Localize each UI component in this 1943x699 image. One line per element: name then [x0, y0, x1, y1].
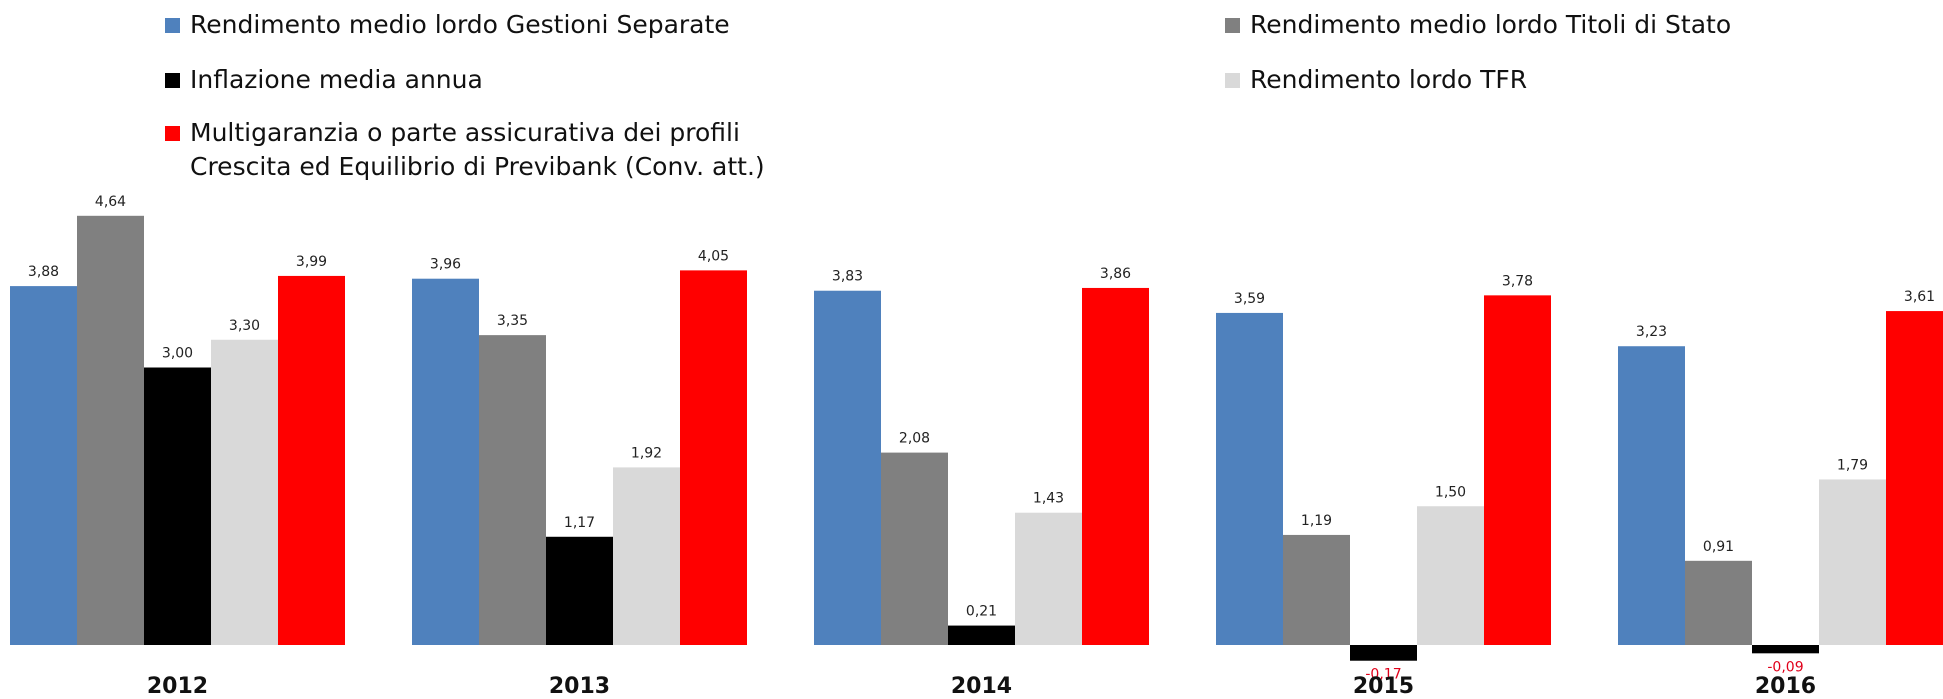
legend-swatch: [1225, 18, 1240, 33]
data-label-2014-series-0: 3,83: [832, 269, 863, 285]
chart-legend: Rendimento medio lordo Gestioni Separate…: [0, 0, 1943, 181]
data-label-2016-series-1: 0,91: [1703, 539, 1734, 555]
data-label-2014-series-3: 1,43: [1033, 491, 1064, 507]
legend-item-titoli-di-stato: Rendimento medio lordo Titoli di Stato: [1225, 8, 1731, 42]
legend-item-multigaranzia: Multigaranzia o parte assicurativa dei p…: [165, 116, 765, 184]
legend-label: Rendimento lordo TFR: [1250, 65, 1528, 94]
bar-2012-series-3: [211, 339, 278, 645]
bar-2015-series-3: [1417, 506, 1484, 645]
bar-2016-series-2: [1752, 645, 1819, 654]
bar-2013-series-1: [479, 335, 546, 645]
category-label-2012: 2012: [147, 674, 208, 699]
data-label-2016-series-3: 1,79: [1837, 457, 1868, 473]
legend-item-inflazione: Inflazione media annua: [165, 63, 483, 97]
data-label-2015-series-1: 1,19: [1301, 513, 1332, 529]
bar-2015-series-1: [1283, 534, 1350, 645]
data-label-2015-series-2: -0,17: [1365, 667, 1401, 683]
data-label-2012-series-4: 3,99: [296, 254, 327, 270]
data-label-2012-series-1: 4,64: [95, 194, 126, 210]
data-label-2013-series-2: 1,17: [564, 515, 595, 531]
bar-2015-series-0: [1216, 312, 1283, 645]
data-label-2013-series-3: 1,92: [631, 445, 662, 461]
legend-item-tfr: Rendimento lordo TFR: [1225, 63, 1527, 97]
legend-swatch: [165, 73, 180, 88]
legend-swatch: [165, 126, 180, 141]
bar-2016-series-0: [1618, 346, 1685, 645]
bar-2013-series-0: [412, 278, 479, 645]
legend-label: Rendimento medio lordo Titoli di Stato: [1250, 10, 1732, 39]
data-label-2016-series-4: 3,61: [1904, 289, 1935, 305]
bar-2014-series-2: [948, 625, 1015, 645]
data-label-2013-series-4: 4,05: [698, 248, 729, 264]
data-label-2013-series-1: 3,35: [497, 313, 528, 329]
data-label-2014-series-4: 3,86: [1100, 266, 1131, 282]
bar-2012-series-1: [77, 215, 144, 646]
category-label-2016: 2016: [1755, 674, 1816, 699]
data-label-2015-series-0: 3,59: [1234, 291, 1265, 307]
data-label-2016-series-0: 3,23: [1636, 324, 1667, 340]
legend-item-gestioni-separate: Rendimento medio lordo Gestioni Separate: [165, 8, 730, 42]
data-label-2016-series-2: -0,09: [1767, 659, 1803, 675]
bar-2016-series-4: [1886, 311, 1943, 645]
bar-2015-series-4: [1484, 295, 1551, 645]
data-label-2014-series-1: 2,08: [899, 431, 930, 447]
bar-2014-series-1: [881, 452, 948, 645]
bar-2014-series-3: [1015, 512, 1082, 645]
data-label-2012-series-3: 3,30: [229, 318, 260, 334]
bar-2015-series-2: [1350, 645, 1417, 661]
data-label-2013-series-0: 3,96: [430, 257, 461, 273]
legend-label: Multigaranzia o parte assicurativa dei p…: [190, 118, 765, 181]
bar-2016-series-3: [1819, 479, 1886, 645]
legend-label: Inflazione media annua: [190, 65, 483, 94]
bar-2013-series-2: [546, 536, 613, 645]
category-label-2014: 2014: [951, 674, 1012, 699]
bar-2016-series-1: [1685, 560, 1752, 645]
bar-2012-series-4: [278, 275, 345, 645]
bar-2013-series-4: [680, 270, 747, 645]
legend-swatch: [1225, 73, 1240, 88]
bar-2014-series-4: [1082, 287, 1149, 645]
bar-2013-series-3: [613, 467, 680, 645]
bar-2012-series-0: [10, 286, 77, 645]
legend-swatch: [165, 18, 180, 33]
data-label-2015-series-3: 1,50: [1435, 484, 1466, 500]
bar-2014-series-0: [814, 290, 881, 645]
category-label-2015: 2015: [1353, 674, 1414, 699]
legend-label: Rendimento medio lordo Gestioni Separate: [190, 10, 730, 39]
category-label-2013: 2013: [549, 674, 610, 699]
data-label-2012-series-2: 3,00: [162, 346, 193, 362]
bar-2012-series-2: [144, 367, 211, 645]
data-label-2014-series-2: 0,21: [966, 604, 997, 620]
data-label-2015-series-4: 3,78: [1502, 273, 1533, 289]
data-label-2012-series-0: 3,88: [28, 264, 59, 280]
